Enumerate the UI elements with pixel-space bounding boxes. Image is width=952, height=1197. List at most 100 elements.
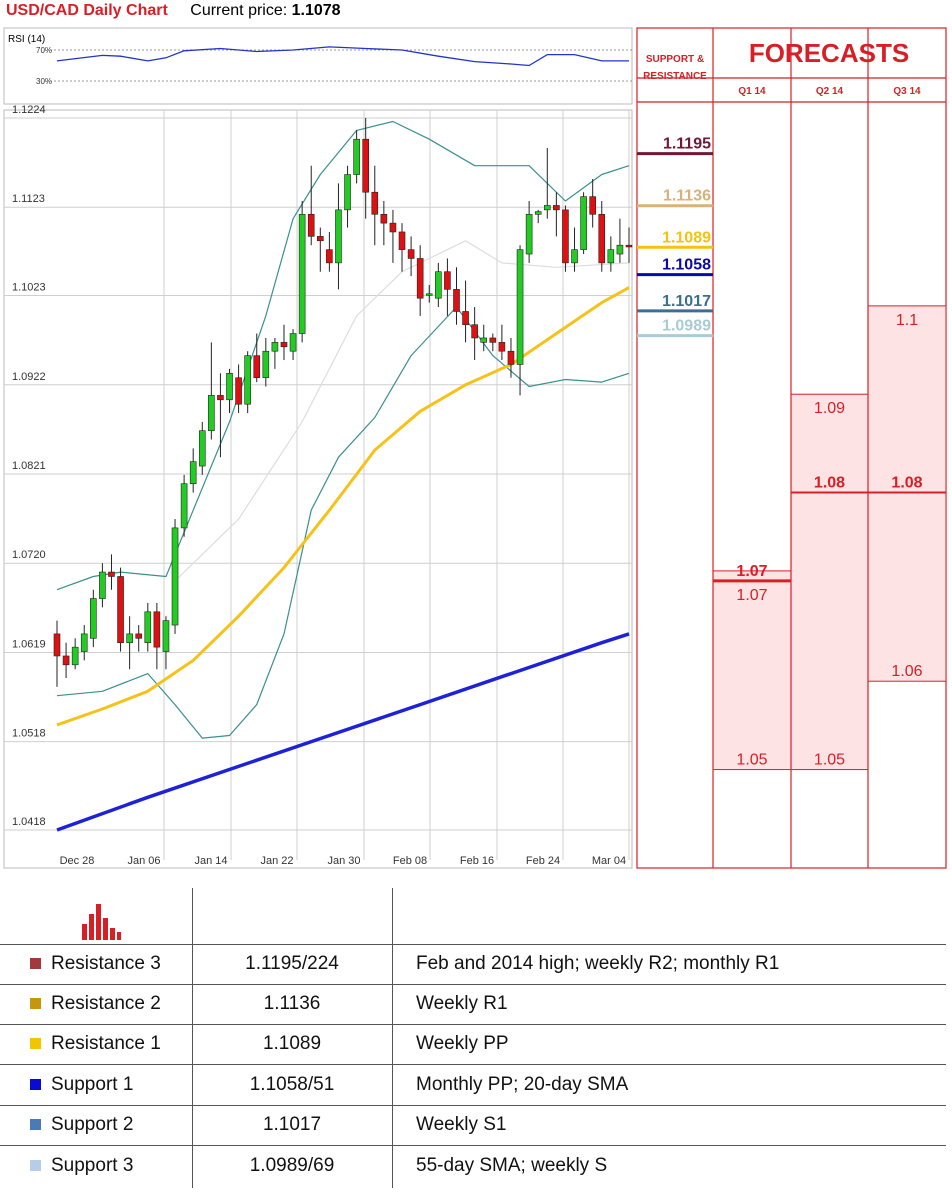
color-swatch <box>30 1079 41 1090</box>
y-tick-label: 1.0821 <box>12 460 46 472</box>
level-value: 1.1017 <box>262 1114 322 1135</box>
candle-body <box>516 249 524 365</box>
candle-body <box>90 598 97 639</box>
forecast-main-value: 1.07 <box>736 563 767 580</box>
candle-body <box>298 213 306 334</box>
bollinger-upper-line <box>56 120 630 591</box>
candle-body <box>198 430 206 467</box>
color-swatch <box>30 1038 41 1049</box>
candle-body <box>589 196 596 215</box>
color-swatch <box>30 1160 41 1171</box>
table-row: Support 3 1.0989/69 55-day SMA; weekly S <box>0 1146 946 1186</box>
table-row: Support 2 1.1017 Weekly S1 <box>0 1105 946 1145</box>
candle-body <box>389 222 397 233</box>
level-name: Resistance 1 <box>51 1033 161 1054</box>
chart-title: USD/CAD Daily Chart Current price: 1.107… <box>6 2 341 24</box>
level-name: Resistance 2 <box>51 993 161 1014</box>
candle-body <box>353 138 360 175</box>
x-tick-label: Dec 28 <box>60 855 95 867</box>
candle-body <box>80 633 88 652</box>
rsi-label: RSI (14) <box>8 34 45 45</box>
chart-logo-icon <box>82 902 122 940</box>
forecast-high-value: 1.09 <box>814 400 845 417</box>
candle-body <box>480 337 488 343</box>
candle-body <box>453 289 460 312</box>
x-tick-label: Feb 08 <box>393 855 427 867</box>
color-swatch <box>30 1119 41 1130</box>
candle-body <box>217 395 224 401</box>
candle-body <box>534 211 542 215</box>
x-tick-label: Jan 14 <box>194 855 227 867</box>
pair-title: USD/CAD Daily Chart <box>6 2 168 19</box>
candle-body <box>62 655 70 666</box>
candle-body <box>553 205 560 211</box>
x-tick-label: Feb 16 <box>460 855 494 867</box>
level-name: Resistance 3 <box>51 953 161 974</box>
y-tick-label: 1.0619 <box>12 638 46 650</box>
rsi-level-label: 30% <box>36 77 52 86</box>
level-name: Support 3 <box>51 1155 134 1176</box>
candle-body <box>280 342 288 348</box>
candle-body <box>135 633 143 639</box>
price-label: Current price: <box>190 2 288 19</box>
candle-body <box>317 236 324 242</box>
candle-body <box>425 293 433 296</box>
level-label: 1.1058 <box>662 257 711 274</box>
candle-body <box>335 209 342 264</box>
candle-body <box>326 249 333 264</box>
level-value: 1.0989/69 <box>249 1155 335 1176</box>
table-row-divider <box>0 984 946 985</box>
candle-body <box>144 611 152 644</box>
level-comment: Monthly PP; 20-day SMA <box>416 1074 629 1095</box>
candle-body <box>307 213 315 237</box>
candle-body <box>253 355 261 379</box>
level-comment: 55-day SMA; weekly S <box>416 1155 608 1176</box>
table-row: Support 1 1.1058/51 Monthly PP; 20-day SMA <box>0 1065 946 1105</box>
sma-200-line <box>56 632 630 832</box>
x-tick-label: Mar 04 <box>592 855 626 867</box>
level-value: 1.1058/51 <box>249 1074 335 1095</box>
table-row: Resistance 2 1.1136 Weekly R1 <box>0 984 946 1024</box>
forecast-low-value: 1.05 <box>814 752 845 769</box>
candle-body <box>462 311 469 326</box>
level-label: 1.1136 <box>663 188 711 205</box>
y-tick-label: 1.1123 <box>12 193 45 205</box>
candle-body <box>607 249 615 264</box>
level-value: 1.1136 <box>263 993 321 1014</box>
level-label: 1.0989 <box>662 318 711 335</box>
candle-body <box>543 205 551 211</box>
forecast-main-value: 1.08 <box>891 475 922 492</box>
level-comment: Weekly PP <box>416 1033 509 1054</box>
forecast-range <box>790 393 869 771</box>
candle-body <box>117 576 124 644</box>
y-tick-label: 1.0922 <box>12 371 46 383</box>
candle-body <box>171 527 179 626</box>
candle-body <box>416 258 424 299</box>
chart-area: 1.1224 1.1123 1.1023 1.0922 1.0821 1.0720 1.06… <box>3 27 947 869</box>
forecast-low-value: 1.05 <box>736 752 767 769</box>
candle-body <box>208 395 215 432</box>
table-row-divider <box>0 1105 946 1106</box>
price-panel <box>3 109 633 869</box>
current-price: 1.1078 <box>291 2 341 19</box>
x-tick-label: Jan 06 <box>127 855 160 867</box>
candle-body <box>162 620 170 652</box>
quarter-label: Q3 14 <box>893 86 921 97</box>
candle-body <box>344 174 351 211</box>
color-swatch <box>30 958 41 969</box>
table-row: Resistance 3 1.1195/224 Feb and 2014 high;… <box>0 944 946 984</box>
forecast-high-value: 1.07 <box>736 587 767 604</box>
candle-body <box>362 138 369 193</box>
candle-body <box>226 372 233 401</box>
candle-body <box>71 646 79 666</box>
sma-55-line <box>56 286 630 727</box>
candle-body <box>562 209 569 264</box>
y-tick-label: 1.1023 <box>12 282 46 294</box>
candle-body <box>380 213 388 224</box>
candle-body <box>444 271 451 290</box>
candle-body <box>53 633 61 657</box>
table-row-divider <box>0 1064 946 1065</box>
quarter-label: Q2 14 <box>816 86 844 97</box>
x-tick-label: Jan 22 <box>260 855 293 867</box>
forecast-range <box>712 570 792 771</box>
